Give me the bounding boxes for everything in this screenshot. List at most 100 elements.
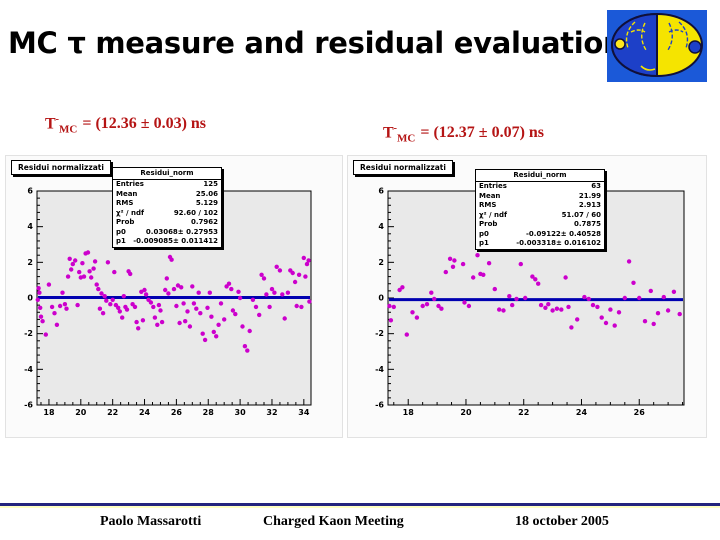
stats-box: Residui_norm Entries 125 Mean 25.06 RMS 5.129 χ…: [112, 167, 222, 248]
data-point: [104, 298, 109, 303]
data-point: [264, 292, 269, 297]
kloe-logo: [607, 10, 707, 82]
logo-text-squiggle: [640, 65, 674, 71]
data-point: [259, 272, 264, 277]
data-point: [304, 261, 310, 267]
data-point: [174, 303, 179, 309]
data-point: [439, 306, 444, 311]
data-point: [397, 287, 402, 293]
stats-row: Mean 25.06: [113, 190, 221, 200]
data-point: [559, 307, 564, 312]
data-point: [501, 308, 506, 313]
stats-value: 92.60 / 102: [173, 208, 218, 217]
data-point: [191, 301, 197, 306]
data-point: [156, 302, 162, 308]
data-point: [563, 275, 568, 280]
tmc-left-label: T-MC = (12.36 ± 0.03) ns: [45, 114, 206, 136]
tmc-superscript: -: [55, 114, 60, 125]
logo-right-squiggles: [667, 21, 689, 51]
x-tick-label: 20: [75, 408, 87, 417]
footer-meeting: Charged Kaon Meeting: [263, 514, 404, 529]
right-residuals-plot: -6 -4 -2 0 2 4 6 18 20 22 24 26 Residui normalizzati…: [347, 155, 707, 438]
data-point: [582, 294, 587, 300]
left-residuals-plot: -6 -4 -2 0 2 4 6 18 20 22 24 26 28 30 32 34 Residui norm…: [5, 155, 343, 438]
data-point: [294, 303, 299, 309]
stats-row: Prob 0.7875: [476, 220, 604, 230]
footer-author: Paolo Massarotti: [100, 514, 202, 529]
stats-box: Residui_norm Entries 63 Mean 21.99 RMS 2.913 χ²…: [475, 169, 605, 250]
data-point: [292, 279, 298, 285]
data-point: [121, 294, 127, 299]
stats-label: p0: [116, 227, 126, 236]
data-point: [510, 302, 515, 308]
x-tick-label: 20: [460, 408, 472, 417]
data-point: [110, 297, 115, 302]
data-point: [514, 296, 519, 302]
stats-row: Entries 125: [113, 180, 221, 190]
data-point: [296, 272, 302, 277]
y-tick-label: -2: [375, 329, 384, 338]
footer-divider: [0, 503, 720, 508]
data-point: [60, 290, 65, 295]
data-point: [190, 284, 195, 289]
stats-label: RMS: [479, 201, 497, 209]
stats-row: RMS 5.129: [113, 199, 221, 209]
stats-value: 51.07 / 60: [561, 210, 601, 219]
data-point: [124, 307, 130, 312]
data-point: [64, 306, 69, 311]
data-point: [414, 315, 420, 320]
data-point: [96, 286, 101, 292]
data-point: [236, 289, 241, 294]
data-point: [136, 326, 141, 331]
stats-label: p1: [116, 237, 126, 245]
y-tick-label: 4: [27, 222, 33, 231]
data-point: [73, 258, 78, 263]
data-point: [187, 324, 193, 329]
data-point: [450, 264, 456, 269]
x-tick-label: 22: [107, 408, 118, 417]
y-tick-label: -6: [24, 401, 33, 410]
data-point: [70, 261, 76, 267]
data-point: [677, 311, 682, 317]
data-point: [400, 285, 405, 290]
data-point: [533, 277, 538, 282]
data-point: [36, 286, 41, 291]
data-point: [603, 320, 609, 326]
data-point: [432, 296, 437, 302]
data-point: [481, 272, 486, 277]
data-point: [62, 302, 68, 307]
data-point: [245, 348, 250, 353]
y-tick-label: 4: [378, 222, 384, 231]
data-point: [214, 334, 219, 339]
data-point: [282, 316, 287, 321]
data-point: [209, 314, 214, 319]
data-point: [277, 268, 283, 273]
stats-row: p1 -0.009085± 0.011412: [113, 237, 221, 247]
y-tick-label: 6: [27, 187, 33, 196]
stats-value: 125: [203, 180, 218, 188]
data-point: [181, 301, 186, 306]
data-point: [443, 269, 448, 275]
stats-value: 63: [591, 182, 601, 190]
data-point: [272, 290, 277, 295]
stats-row: RMS 2.913: [476, 201, 604, 211]
data-point: [177, 320, 182, 326]
stats-label: p1: [479, 239, 489, 247]
data-point: [169, 257, 174, 262]
stats-value: -0.003318± 0.016102: [516, 239, 601, 247]
data-point: [134, 319, 139, 325]
data-point: [622, 295, 627, 301]
stats-row: p0 -0.09122± 0.40528: [476, 230, 604, 240]
data-point: [194, 306, 199, 311]
data-point: [554, 306, 560, 311]
stats-value: 0.03068± 0.27953: [145, 227, 218, 236]
data-point: [569, 325, 574, 330]
data-point: [69, 267, 74, 272]
data-point: [89, 275, 94, 280]
data-point: [108, 302, 113, 307]
data-point: [280, 292, 285, 297]
data-point: [612, 323, 617, 328]
data-point: [546, 302, 551, 307]
data-point: [198, 311, 203, 316]
data-point: [257, 312, 262, 318]
